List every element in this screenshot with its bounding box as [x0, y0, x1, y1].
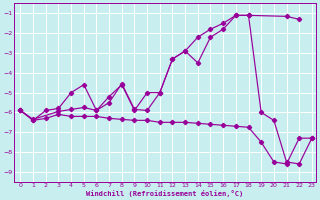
X-axis label: Windchill (Refroidissement éolien,°C): Windchill (Refroidissement éolien,°C) [86, 190, 244, 197]
